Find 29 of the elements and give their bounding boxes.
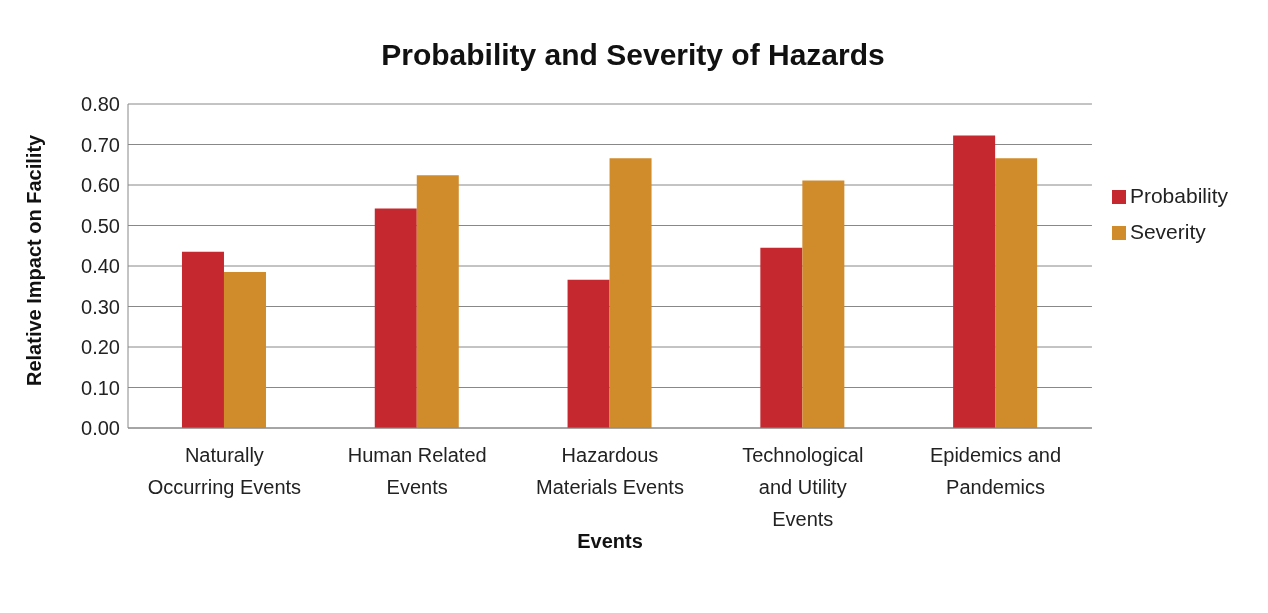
x-axis-title: Events bbox=[577, 530, 643, 552]
bar bbox=[223, 272, 266, 428]
y-tick-label: 0.00 bbox=[81, 417, 120, 440]
y-tick-label: 0.30 bbox=[81, 295, 120, 318]
y-tick-label: 0.70 bbox=[81, 133, 120, 156]
bar bbox=[995, 158, 1038, 428]
bar bbox=[181, 251, 224, 428]
bar bbox=[802, 180, 845, 428]
x-tick-label: Technological and Utility Events bbox=[742, 444, 864, 530]
bar bbox=[416, 175, 459, 428]
x-tick-label: Epidemics and Pandemics bbox=[929, 444, 1062, 498]
y-tick-label: 0.60 bbox=[81, 174, 120, 197]
x-tick-label: Naturally Occurring Events bbox=[147, 444, 302, 498]
y-tick-label: 0.80 bbox=[81, 93, 120, 116]
y-tick-label: 0.10 bbox=[81, 376, 120, 399]
legend-label: Severity bbox=[1129, 220, 1206, 243]
y-tick-label: 0.20 bbox=[81, 336, 120, 359]
y-tick-label: 0.50 bbox=[81, 214, 120, 237]
x-tick-label: Human Related Events bbox=[347, 444, 487, 498]
bar bbox=[609, 158, 652, 428]
legend-label: Probability bbox=[1129, 184, 1228, 207]
bar bbox=[953, 135, 996, 428]
bar bbox=[760, 247, 803, 428]
bar bbox=[374, 208, 417, 428]
bar bbox=[567, 279, 610, 428]
y-axis-title: Relative Impact on Facility bbox=[23, 133, 46, 386]
chart-title: Probability and Severity of Hazards bbox=[380, 38, 886, 72]
y-tick-label: 0.40 bbox=[81, 255, 120, 278]
x-tick-label: Hazardous Materials Events bbox=[536, 444, 684, 498]
